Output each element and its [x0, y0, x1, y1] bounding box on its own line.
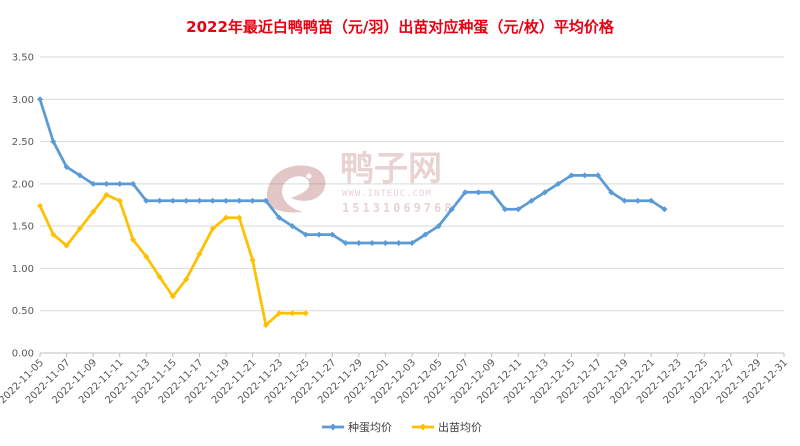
y-tick-label: 3.00	[12, 95, 34, 106]
series-2	[37, 191, 309, 329]
legend-item: 种蛋均价	[322, 420, 392, 434]
data-point	[302, 231, 309, 238]
legend-label: 种蛋均价	[348, 420, 392, 434]
chart-title: 2022年最近白鸭鸭苗（元/羽）出苗对应种蛋（元/枚）平均价格	[186, 18, 615, 36]
legend: 种蛋均价 出苗均价	[322, 420, 482, 434]
data-point	[316, 231, 322, 238]
data-point	[289, 223, 296, 230]
series	[37, 96, 668, 329]
watermark: 鸭子网 WWW.INTEDC.COM 15131069768	[266, 149, 454, 215]
data-point	[555, 180, 562, 187]
data-point	[462, 189, 469, 196]
data-point	[196, 197, 203, 204]
data-point	[568, 172, 575, 179]
data-point	[209, 225, 216, 232]
data-point	[342, 240, 349, 247]
watermark-phone: 15131069768	[342, 201, 454, 215]
y-tick-label: 0.50	[12, 306, 34, 317]
data-point	[76, 225, 83, 232]
legend-marker	[329, 423, 337, 431]
data-point	[50, 231, 57, 238]
series-line	[38, 193, 306, 327]
data-point	[90, 208, 97, 215]
data-point	[249, 197, 256, 204]
legend-item: 出苗均价	[412, 420, 482, 434]
data-point	[276, 214, 283, 221]
data-point	[608, 189, 615, 196]
data-point	[488, 189, 495, 196]
data-point	[90, 180, 97, 187]
data-point	[382, 240, 389, 247]
grid-lines	[40, 56, 784, 312]
legend-marker	[419, 423, 427, 431]
data-point	[661, 206, 668, 213]
data-point	[302, 310, 309, 317]
data-point	[183, 276, 190, 283]
y-tick-label: 1.50	[12, 222, 34, 233]
data-point	[169, 293, 176, 300]
data-point	[395, 240, 402, 247]
data-point	[209, 197, 216, 204]
data-point	[276, 310, 283, 317]
data-point	[648, 197, 655, 204]
data-point	[37, 96, 43, 103]
data-point	[156, 197, 163, 204]
data-point	[448, 206, 455, 213]
data-point	[236, 214, 243, 221]
data-point	[236, 197, 243, 204]
data-point	[329, 231, 336, 238]
data-point	[262, 322, 269, 329]
y-tick-label: 2.50	[12, 137, 34, 148]
data-point	[223, 197, 229, 204]
y-tick-label: 1.00	[12, 264, 34, 275]
data-point	[289, 310, 296, 317]
data-point	[409, 240, 415, 247]
data-point	[143, 253, 150, 260]
data-point	[541, 189, 548, 196]
data-point	[130, 180, 136, 187]
data-point	[435, 223, 442, 230]
data-point	[116, 180, 123, 187]
data-point	[595, 172, 601, 179]
data-point	[116, 197, 123, 204]
data-point	[223, 214, 229, 221]
data-point	[422, 231, 429, 238]
data-point	[475, 189, 482, 196]
data-point	[169, 197, 176, 204]
data-point	[621, 197, 628, 204]
data-point	[634, 197, 641, 204]
data-point	[183, 197, 190, 204]
series-1	[37, 96, 668, 247]
data-point	[528, 197, 535, 204]
y-tick-label: 3.50	[12, 53, 34, 64]
data-point	[63, 163, 70, 170]
y-tick-label: 0.00	[12, 349, 34, 360]
series-line	[38, 98, 666, 245]
data-point	[262, 197, 269, 204]
data-point	[156, 273, 163, 280]
data-point	[515, 206, 522, 213]
data-point	[581, 172, 588, 179]
data-point	[502, 206, 508, 213]
duck-logo-icon	[266, 165, 326, 213]
axes: 0.000.501.001.502.002.503.003.502022-11-…	[0, 53, 790, 407]
data-point	[37, 202, 43, 209]
legend-label: 出苗均价	[438, 420, 482, 434]
y-tick-label: 2.00	[12, 179, 34, 190]
data-point	[103, 180, 110, 187]
data-point	[143, 197, 150, 204]
data-point	[249, 256, 256, 263]
data-point	[355, 240, 362, 247]
data-point	[130, 236, 136, 243]
data-point	[50, 138, 57, 145]
data-point	[196, 251, 203, 258]
watermark-url: WWW.INTEDC.COM	[342, 189, 432, 199]
data-point	[103, 191, 110, 198]
data-point	[369, 240, 376, 247]
data-point	[76, 172, 83, 179]
watermark-brand: 鸭子网	[340, 149, 442, 189]
data-point	[63, 242, 70, 249]
